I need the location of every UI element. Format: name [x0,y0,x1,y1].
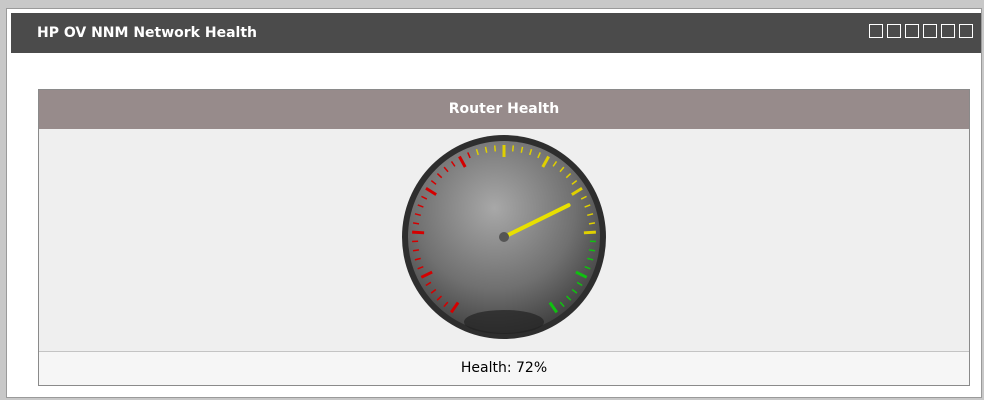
print-button[interactable] [887,24,901,38]
gauge [399,132,609,342]
needle-hub [499,232,509,242]
window-controls [869,24,973,38]
page: {"window": {"title": "HP OV NNM Network … [0,0,984,400]
gauge-tick [589,223,595,224]
gauge-tick [412,232,424,233]
gauge-tick [589,250,595,251]
gauge-tick [413,223,419,224]
title-bar: HP OV NNM Network Health [11,13,981,53]
gauge-tick [584,232,596,233]
gauge-tick [495,145,496,151]
help-button[interactable] [905,24,919,38]
gauge-tick [513,145,514,151]
maximize-button[interactable] [959,24,973,38]
panel: Router Health Health: 72% [38,89,970,386]
gauge-base [464,310,544,334]
gauge-caption: Health: 72% [39,351,969,385]
panel-title: Router Health [39,90,969,129]
edit-button[interactable] [869,24,883,38]
gauge-tick [413,250,419,251]
window-title: HP OV NNM Network Health [37,25,257,41]
window: HP OV NNM Network Health Router Health [6,8,982,398]
minimize-button[interactable] [941,24,955,38]
close-button[interactable] [923,24,937,38]
